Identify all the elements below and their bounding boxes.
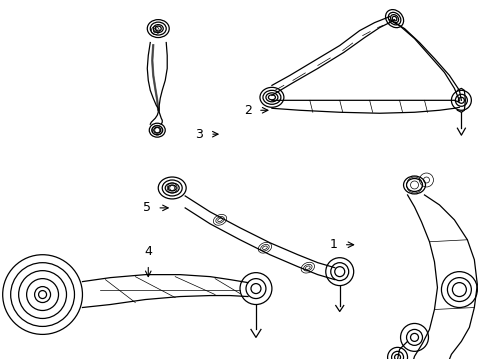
Text: 5: 5 <box>143 201 151 215</box>
Text: 2: 2 <box>244 104 252 117</box>
Text: 4: 4 <box>145 245 152 258</box>
Text: 3: 3 <box>195 128 203 141</box>
Text: 1: 1 <box>330 238 338 251</box>
